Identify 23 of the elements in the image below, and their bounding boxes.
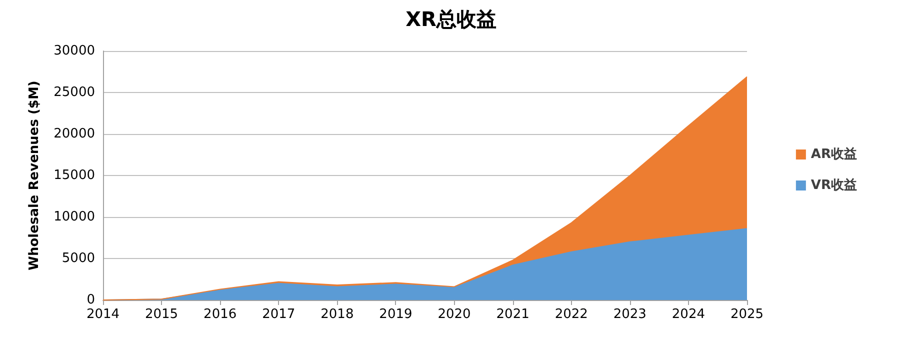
x-tick-label: 2015 (145, 307, 178, 322)
y-tick-label: 30000 (54, 44, 95, 58)
y-tick-label: 20000 (54, 126, 95, 142)
legend-label: AR收益 (810, 147, 858, 162)
x-tick-label: 2024 (672, 307, 705, 322)
y-tick-label: 15000 (54, 168, 95, 183)
x-tick-label: 2016 (204, 307, 237, 322)
y-axis-title: Wholesale Revenues ($M) (27, 80, 42, 270)
y-tick-label: 5000 (62, 251, 95, 266)
x-tick-label: 2019 (379, 307, 412, 322)
y-tick-label: 0 (86, 292, 95, 308)
x-tick-label: 2021 (496, 307, 530, 322)
x-tick-label: 2014 (86, 307, 120, 322)
legend-label: VR收益 (810, 178, 858, 193)
x-tick-label: 2018 (320, 307, 354, 322)
x-tick-label: 2025 (730, 307, 764, 322)
y-tick-label: 25000 (54, 85, 95, 100)
chart-title: XR总收益 (406, 7, 496, 31)
x-tick-label: 2017 (262, 307, 296, 322)
y-tick-label: 10000 (54, 210, 95, 224)
x-tick-label: 2023 (613, 307, 646, 322)
x-tick-label: 2020 (438, 307, 471, 322)
x-tick-label: 2022 (554, 307, 588, 322)
